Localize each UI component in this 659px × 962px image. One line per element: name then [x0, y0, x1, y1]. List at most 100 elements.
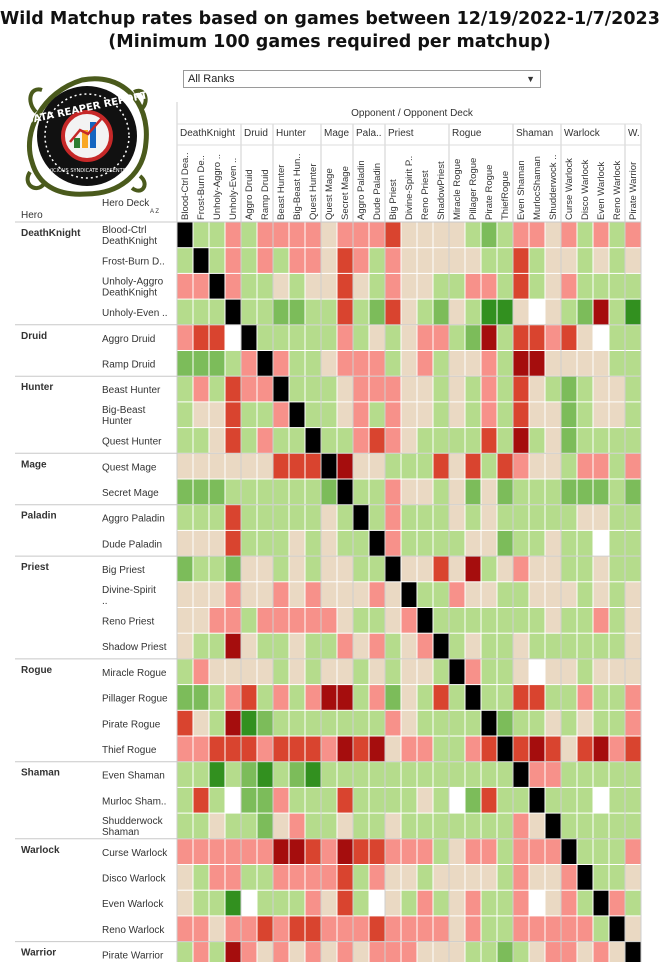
heatmap-cell [337, 890, 353, 916]
heatmap-cell [385, 402, 401, 428]
heatmap-cell [625, 273, 641, 299]
heatmap-cell [609, 685, 625, 710]
heatmap-cell [257, 376, 273, 402]
heatmap-cell [481, 839, 497, 864]
heatmap-cell [433, 530, 449, 556]
row-deck-label: Reno Priest [102, 617, 154, 628]
column-group-label: W.. [628, 128, 642, 139]
heatmap-cell [401, 505, 417, 530]
heatmap-cell [465, 402, 481, 428]
heatmap-cell [193, 659, 209, 685]
heatmap-cell [305, 942, 321, 962]
heatmap-cell [321, 787, 337, 813]
heatmap-cell [257, 582, 273, 607]
heatmap-cell [417, 890, 433, 916]
heatmap-cell [177, 710, 193, 736]
heatmap-cell [225, 762, 241, 787]
heatmap-cell [481, 530, 497, 556]
heatmap-cell [369, 865, 385, 890]
heatmap-cell [433, 479, 449, 505]
heatmap-cell [401, 916, 417, 942]
heatmap-cell [289, 813, 305, 839]
heatmap-cell [449, 710, 465, 736]
heatmap-cell [177, 479, 193, 505]
heatmap-cell [177, 916, 193, 942]
heatmap-cell [353, 710, 369, 736]
heatmap-cell [257, 813, 273, 839]
heatmap-cell [273, 222, 289, 248]
row-deck-label: Ramp Druid [102, 360, 155, 371]
row-hero-label: Priest [21, 562, 49, 573]
heatmap-cell [369, 685, 385, 710]
heatmap-cell [529, 633, 545, 659]
heatmap-cell [385, 556, 401, 582]
heatmap-cell [257, 890, 273, 916]
row-deck-label: Frost-Burn D.. [102, 257, 165, 268]
heatmap-cell [497, 530, 513, 556]
column-deck-label: Frost-Burn De.. [196, 155, 207, 220]
heatmap-cell [177, 839, 193, 864]
heatmap-cell [609, 325, 625, 350]
heatmap-cell [433, 659, 449, 685]
rank-filter-dropdown[interactable]: All Ranks ▼ [183, 70, 541, 88]
heatmap-cell [625, 942, 641, 962]
heatmap-cell [433, 556, 449, 582]
heatmap-cell [241, 273, 257, 299]
column-deck-label: Aggro Druid [244, 169, 255, 220]
column-deck-label: ThiefRogue [500, 171, 511, 220]
heatmap-cell [545, 556, 561, 582]
column-deck-label: Blood-Ctrl Dea.. [180, 152, 191, 220]
heatmap-cell [593, 505, 609, 530]
heatmap-cell [561, 865, 577, 890]
heatmap-cell [321, 685, 337, 710]
heatmap-cell [209, 479, 225, 505]
heatmap-cell [513, 736, 529, 762]
heatmap-cell [625, 376, 641, 402]
heatmap-cell [513, 453, 529, 479]
heatmap-cell [289, 505, 305, 530]
heatmap-cell [337, 736, 353, 762]
heatmap-cell [593, 222, 609, 248]
heatmap-cell [609, 530, 625, 556]
heatmap-cell [353, 787, 369, 813]
heatmap-cell [353, 351, 369, 376]
heatmap-cell [545, 299, 561, 325]
heatmap-cell [241, 505, 257, 530]
heatmap-cell [449, 402, 465, 428]
heatmap-cell [625, 710, 641, 736]
heatmap-cell [321, 633, 337, 659]
heatmap-cell [305, 248, 321, 273]
heatmap-cell [545, 813, 561, 839]
heatmap-cell [465, 582, 481, 607]
heatmap-cell [273, 428, 289, 453]
heatmap-cell [529, 479, 545, 505]
heatmap-cell [417, 530, 433, 556]
heatmap-cell [577, 890, 593, 916]
heatmap-cell [577, 736, 593, 762]
column-deck-label: Miracle Rogue [452, 159, 463, 220]
row-hero-label: DeathKnight [21, 228, 81, 239]
heatmap-cell [209, 299, 225, 325]
heatmap-cell [225, 865, 241, 890]
heatmap-cell [353, 942, 369, 962]
heatmap-cell [577, 787, 593, 813]
heatmap-cell [465, 556, 481, 582]
heatmap-cell [241, 351, 257, 376]
column-deck-label: Pillager Rogue [468, 158, 479, 220]
sort-icon[interactable]: A Z [150, 209, 159, 215]
heatmap-cell [577, 685, 593, 710]
column-deck-label: Ramp Druid [260, 169, 271, 220]
heatmap-cell [593, 787, 609, 813]
heatmap-cell [529, 351, 545, 376]
heatmap-cell [401, 428, 417, 453]
heatmap-cell [449, 428, 465, 453]
heatmap-cell [561, 582, 577, 607]
heatmap-cell [209, 813, 225, 839]
column-group-label: Shaman [516, 128, 553, 139]
heatmap-cell [577, 813, 593, 839]
heatmap-cell [433, 299, 449, 325]
heatmap-cell [433, 351, 449, 376]
heatmap-cell [289, 659, 305, 685]
heatmap-cell [401, 273, 417, 299]
row-deck-label: Quest Mage [102, 462, 157, 473]
